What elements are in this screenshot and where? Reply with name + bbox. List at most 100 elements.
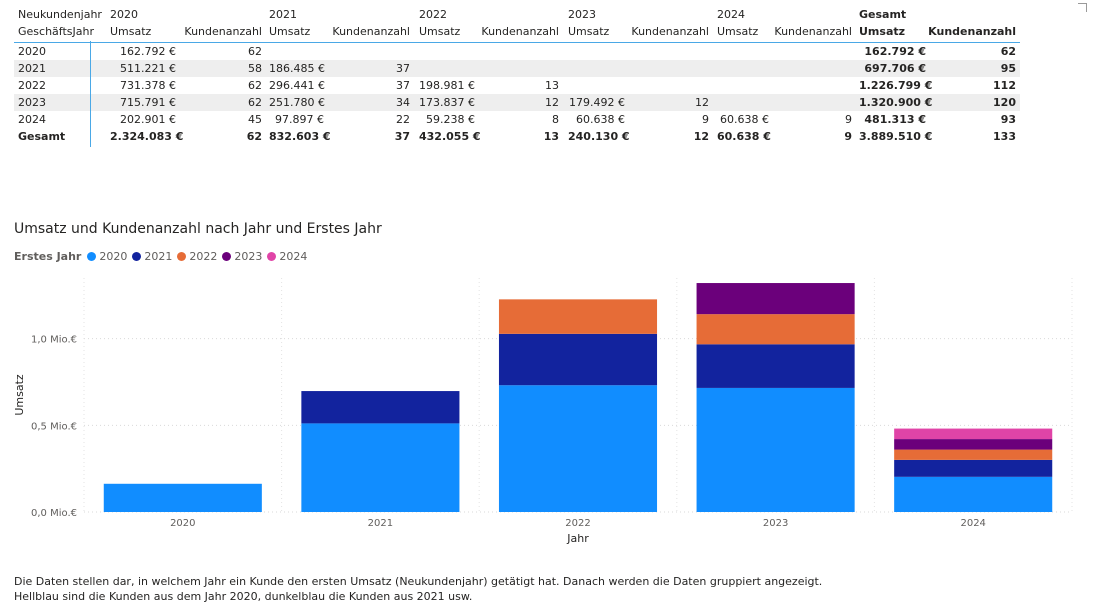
cell-umsatz: 59.238 € — [426, 113, 475, 126]
legend-label: 2023 — [234, 250, 263, 263]
measure-header-kundenanzahl: Kundenanzahl — [481, 25, 559, 38]
bar-segment — [894, 439, 1053, 450]
legend-marker — [222, 252, 232, 261]
bar-segment — [498, 385, 658, 512]
cell-kundenanzahl: 62 — [1000, 45, 1016, 58]
cell-umsatz: 162.792 € — [120, 45, 176, 58]
matrix-row: 2020 162.792 € 62 162.792 € 62 — [14, 43, 1020, 60]
row-label: 2020 — [18, 45, 46, 58]
cell-umsatz: 60.638 € — [576, 113, 625, 126]
x-axis-title: Jahr — [566, 532, 589, 545]
cell-kundenanzahl: 62 — [248, 45, 262, 58]
row-header-geschaeftsjahr: GeschäftsJahr — [18, 25, 94, 38]
measure-header-umsatz: Umsatz — [269, 25, 311, 38]
cell-kundenanzahl: 9 — [844, 130, 852, 143]
bar-segment — [103, 483, 262, 512]
cell-kundenanzahl: 62 — [246, 130, 262, 143]
cell-kundenanzahl: 120 — [993, 96, 1016, 109]
legend-item[interactable]: 2023 — [222, 250, 262, 263]
chart-legend: Erstes Jahr 2020 2021 2022 2023 2024 — [14, 250, 312, 263]
cell-umsatz: 731.378 € — [120, 79, 176, 92]
y-tick-label: 0,5 Mio.€ — [31, 421, 77, 432]
measure-header-kundenanzahl: Kundenanzahl — [184, 25, 262, 38]
bar-segment — [894, 428, 1053, 440]
bar-segment — [894, 459, 1053, 477]
cell-umsatz: 511.221 € — [120, 62, 176, 75]
measure-header-kundenanzahl: Kundenanzahl — [631, 25, 709, 38]
measure-header-kundenanzahl: Kundenanzahl — [774, 25, 852, 38]
cell-umsatz: 2.324.083 € — [110, 130, 184, 143]
cell-kundenanzahl: 37 — [396, 79, 410, 92]
cell-umsatz: 179.492 € — [569, 96, 625, 109]
x-tick-label: 2023 — [763, 518, 788, 529]
y-tick-label: 0,0 Mio.€ — [31, 508, 77, 519]
cell-kundenanzahl: 93 — [1000, 113, 1016, 126]
matrix-header-years: Neukundenjahr 2020 2021 2022 2023 2024 Gesamt — [14, 6, 1020, 23]
focus-corner-icon[interactable] — [1078, 3, 1087, 12]
measure-header-kundenanzahl: Kundenanzahl — [332, 25, 410, 38]
cell-kundenanzahl: 22 — [396, 113, 410, 126]
cell-umsatz: 186.485 € — [269, 62, 325, 75]
cell-kundenanzahl: 37 — [396, 62, 410, 75]
row-header-neukundenjahr: Neukundenjahr — [18, 8, 102, 21]
measure-header-umsatz: Umsatz — [568, 25, 610, 38]
cell-umsatz: 296.441 € — [269, 79, 325, 92]
cell-kundenanzahl: 13 — [543, 130, 559, 143]
cell-umsatz: 697.706 € — [864, 62, 926, 75]
footnote-line-1: Die Daten stellen dar, in welchem Jahr e… — [14, 575, 823, 588]
legend-title: Erstes Jahr — [14, 250, 82, 263]
y-tick-label: 1,0 Mio.€ — [31, 335, 77, 346]
legend-item[interactable]: 2024 — [267, 250, 307, 263]
measure-header-umsatz: Umsatz — [717, 25, 759, 38]
matrix-total-row: Gesamt 2.324.083 € 62 832.603 € 37 432.055 € 1… — [14, 128, 1020, 145]
cell-umsatz: 432.055 € — [419, 130, 481, 143]
cell-umsatz: 715.791 € — [120, 96, 176, 109]
column-group-header: Gesamt — [859, 8, 907, 21]
matrix-row: 2024 202.901 € 45 97.897 € 22 59.238 € 8 60.638… — [14, 111, 1020, 128]
cell-kundenanzahl: 8 — [552, 113, 559, 126]
footnote-line-2: Hellblau sind die Kunden aus dem Jahr 20… — [14, 590, 473, 603]
row-label: Gesamt — [18, 130, 66, 143]
bar-segment — [498, 299, 658, 334]
bar-segment — [696, 344, 855, 388]
legend-label: 2020 — [99, 250, 128, 263]
row-label: 2024 — [18, 113, 46, 126]
cell-umsatz: 1.320.900 € — [859, 96, 933, 109]
legend-label: 2021 — [144, 250, 173, 263]
cell-kundenanzahl: 112 — [993, 79, 1016, 92]
row-label: 2023 — [18, 96, 46, 109]
cell-kundenanzahl: 58 — [248, 62, 262, 75]
measure-header-umsatz: Umsatz — [419, 25, 461, 38]
cell-kundenanzahl: 13 — [545, 79, 559, 92]
cell-umsatz: 173.837 € — [419, 96, 475, 109]
cell-umsatz: 202.901 € — [120, 113, 176, 126]
x-tick-label: 2022 — [565, 518, 590, 529]
matrix-row-divider — [90, 41, 91, 147]
cell-kundenanzahl: 34 — [396, 96, 410, 109]
legend-item[interactable]: 2022 — [177, 250, 217, 263]
cell-umsatz: 198.981 € — [419, 79, 475, 92]
cell-kundenanzahl: 9 — [702, 113, 709, 126]
column-group-header: 2022 — [419, 8, 447, 21]
cell-kundenanzahl: 37 — [394, 130, 410, 143]
matrix-row: 2023 715.791 € 62 251.780 € 34 173.837 € 12 179… — [14, 94, 1020, 111]
bar-segment — [301, 423, 460, 512]
legend-item[interactable]: 2020 — [87, 250, 127, 263]
column-group-header: 2020 — [110, 8, 138, 21]
legend-marker — [87, 252, 97, 261]
stacked-bar-chart: 0,0 Mio.€ 0,5 Mio.€ 1,0 Mio.€ 2020 2021 2022 2… — [13, 278, 1073, 545]
chart-title: Umsatz und Kundenanzahl nach Jahr und Er… — [14, 221, 382, 237]
cell-umsatz: 60.638 € — [720, 113, 769, 126]
bar-segment — [301, 391, 460, 424]
measure-header-umsatz: Umsatz — [110, 25, 152, 38]
cell-umsatz: 1.226.799 € — [859, 79, 933, 92]
legend-item[interactable]: 2021 — [132, 250, 172, 263]
bar-segment — [498, 333, 658, 386]
bar-segment — [696, 387, 855, 512]
cell-kundenanzahl: 12 — [693, 130, 709, 143]
legend-marker — [132, 252, 142, 261]
column-group-header: 2023 — [568, 8, 596, 21]
cell-kundenanzahl: 12 — [545, 96, 559, 109]
cell-umsatz: 162.792 € — [864, 45, 926, 58]
cell-kundenanzahl: 9 — [845, 113, 852, 126]
